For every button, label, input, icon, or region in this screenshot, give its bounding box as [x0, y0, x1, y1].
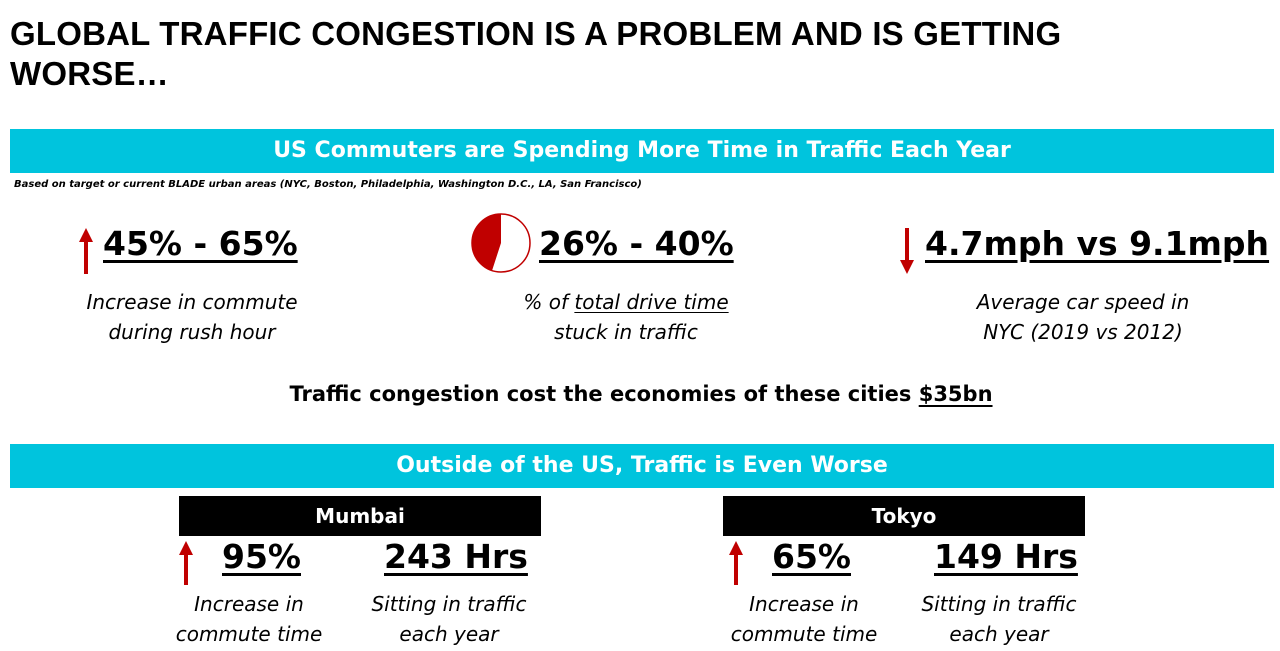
time-in-traffic-description: % of total drive time stuck in traffic — [476, 287, 776, 347]
us-section-heading: US Commuters are Spending More Time in T… — [10, 129, 1274, 173]
tokyo-hours-description: Sitting in traffic each year — [904, 589, 1094, 649]
cost-text: Traffic congestion cost the economies of… — [289, 382, 919, 406]
arrow-up-icon — [179, 541, 193, 585]
tokyo-increase-value: 65% — [772, 537, 851, 576]
nyc-speed-description: Average car speed in NYC (2019 vs 2012) — [943, 287, 1223, 347]
desc-line: Increase in commute — [86, 290, 298, 314]
desc-line: during rush hour — [108, 320, 276, 344]
tokyo-increase-description: Increase in commute time — [714, 589, 894, 649]
mumbai-hours-description: Sitting in traffic each year — [354, 589, 544, 649]
pie-slice — [472, 214, 501, 271]
tokyo-hours-value: 149 Hrs — [934, 537, 1078, 576]
footnote: Based on target or current BLADE urban a… — [14, 179, 642, 190]
desc-line: commute time — [730, 622, 878, 646]
desc-line: Increase in — [749, 592, 859, 616]
rush-hour-increase-value: 45% - 65% — [103, 224, 298, 263]
arrow-up-icon — [729, 541, 743, 585]
desc-prefix: % of — [523, 290, 575, 314]
mumbai-increase-description: Increase in commute time — [159, 589, 339, 649]
city-header-tokyo: Tokyo — [723, 496, 1085, 536]
mumbai-hours-value: 243 Hrs — [384, 537, 528, 576]
arrow-up-icon — [79, 228, 93, 274]
desc-line: each year — [399, 622, 499, 646]
cost-value: $35bn — [918, 382, 993, 406]
desc-line: Sitting in traffic — [371, 592, 527, 616]
desc-line: Increase in — [194, 592, 304, 616]
congestion-cost: Traffic congestion cost the economies of… — [0, 379, 1280, 409]
desc-line: each year — [949, 622, 1049, 646]
city-header-mumbai: Mumbai — [179, 496, 541, 536]
nyc-speed-value: 4.7mph vs 9.1mph — [925, 224, 1270, 263]
desc-line: NYC (2019 vs 2012) — [983, 320, 1183, 344]
mumbai-increase-value: 95% — [222, 537, 301, 576]
pie-icon — [471, 213, 531, 273]
page-title: GLOBAL TRAFFIC CONGESTION IS A PROBLEM A… — [10, 15, 1062, 92]
global-section-heading: Outside of the US, Traffic is Even Worse — [10, 444, 1274, 488]
desc-line: stuck in traffic — [554, 320, 698, 344]
desc-line: Average car speed in — [976, 290, 1190, 314]
desc-line: commute time — [175, 622, 323, 646]
time-in-traffic-value: 26% - 40% — [539, 224, 734, 263]
arrow-down-icon — [900, 228, 914, 274]
desc-line: Sitting in traffic — [921, 592, 1077, 616]
desc-underlined: total drive time — [574, 290, 729, 314]
rush-hour-increase-description: Increase in commute during rush hour — [62, 287, 322, 347]
desc-line: % of total drive time — [476, 287, 776, 317]
